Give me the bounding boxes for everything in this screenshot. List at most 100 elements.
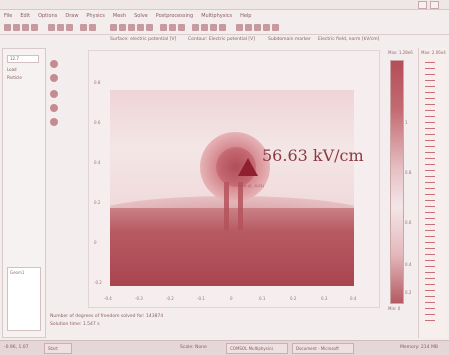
- colorbar2-max-label: Max: 2.06e4: [421, 50, 446, 55]
- point-mode-icon[interactable]: [119, 24, 126, 31]
- geometry-list-item[interactable]: Geom1: [10, 270, 25, 275]
- secondary-colorbar-panel: Max: 2.06e4: [418, 48, 447, 338]
- boundary-mode-icon[interactable]: [128, 24, 135, 31]
- undo-icon[interactable]: [80, 24, 87, 31]
- field-plot[interactable]: [110, 90, 354, 286]
- start-button[interactable]: Start: [44, 343, 72, 354]
- rectangle-icon[interactable]: [50, 118, 58, 126]
- title-bar: [0, 0, 449, 10]
- menu-mesh[interactable]: Mesh: [112, 13, 127, 19]
- zoom-out-icon[interactable]: [201, 24, 208, 31]
- restart-icon[interactable]: [169, 24, 176, 31]
- line-icon[interactable]: [50, 90, 58, 98]
- menu-draw[interactable]: Draw: [65, 13, 79, 19]
- plot-title-subdomain: Subdomain marker: [268, 37, 311, 42]
- plot-title-surface: Surface: electric potential [V]: [110, 37, 177, 42]
- select-icon[interactable]: [50, 60, 58, 68]
- colorbar2-tick: [425, 230, 435, 231]
- colorbar2-tick: [425, 104, 435, 105]
- colorbar2-tick: [425, 218, 435, 219]
- colorbar2-tick: [425, 260, 435, 261]
- colorbar2-tick: [425, 314, 435, 315]
- colorbar-tick: 0.4: [405, 262, 412, 267]
- dof-status: Number of degrees of freedom solved for:…: [50, 314, 164, 319]
- colorbar-tick: 1: [405, 120, 408, 125]
- start-label: Start: [48, 346, 58, 351]
- colorbar-tick: 0.8: [405, 170, 412, 175]
- menu-help[interactable]: Help: [240, 13, 252, 19]
- new-icon[interactable]: [4, 24, 11, 31]
- menu-solve[interactable]: Solve: [134, 13, 148, 19]
- colorbar2-tick: [425, 206, 435, 207]
- colorbar2-tick: [425, 74, 435, 75]
- y-tick: 0.2: [94, 200, 101, 205]
- field-line: [238, 182, 243, 230]
- colorbar-tick: 0.6: [405, 220, 412, 225]
- colorbar2-tick: [425, 320, 435, 321]
- colorbar2-tick: [425, 188, 435, 189]
- taskbar-item-comsol[interactable]: COMSOL Multiphysics: [226, 343, 288, 354]
- colorbar2-tick: [425, 170, 435, 171]
- colorbar2-tick: [425, 290, 435, 291]
- print-icon[interactable]: [31, 24, 38, 31]
- menu-physics[interactable]: Physics: [86, 13, 105, 19]
- menu-postprocessing[interactable]: Postprocessing: [155, 13, 194, 19]
- plot-title-bar: Surface: electric potential [V] Contour:…: [110, 36, 440, 46]
- scene-icon[interactable]: [254, 24, 261, 31]
- max-field-value: 56.63 kV/cm: [262, 146, 364, 165]
- size-field-value: 12.7: [10, 56, 19, 61]
- colorbar2-tick: [425, 110, 435, 111]
- minimize-icon[interactable]: [418, 1, 427, 9]
- menu-edit[interactable]: Edit: [20, 13, 31, 19]
- mesh-mode-icon[interactable]: [146, 24, 153, 31]
- open-icon[interactable]: [13, 24, 20, 31]
- copy-icon[interactable]: [57, 24, 64, 31]
- x-tick: -0.3: [135, 296, 143, 301]
- model-tree-panel: 12.7 Load Particle Geom1: [2, 48, 46, 338]
- paste-icon[interactable]: [66, 24, 73, 31]
- plot-title-field: Electric field, norm [kV/cm]: [318, 37, 380, 42]
- pan-icon[interactable]: [219, 24, 226, 31]
- colorbar2-tick: [425, 296, 435, 297]
- y-tick: 0.8: [94, 80, 101, 85]
- y-axis-ticks: 0.8 0.6 0.4 0.2 0 -0.2: [94, 80, 108, 290]
- redo-icon[interactable]: [89, 24, 96, 31]
- sphere-icon[interactable]: [50, 74, 58, 82]
- cut-icon[interactable]: [48, 24, 55, 31]
- zoom-extents-icon[interactable]: [210, 24, 217, 31]
- curve-icon[interactable]: [50, 104, 58, 112]
- colorbar: [390, 60, 404, 304]
- size-field[interactable]: 12.7: [7, 55, 39, 63]
- max-field-arrow-icon: [238, 158, 258, 176]
- colorbar2-tick: [425, 152, 435, 153]
- main-toolbar: [0, 22, 449, 35]
- zoom-in-icon[interactable]: [192, 24, 199, 31]
- memory-status: Memory: 214 MB: [400, 345, 438, 350]
- colorbar2-tick: [425, 116, 435, 117]
- close-icon[interactable]: [430, 1, 439, 9]
- colorbar2-tick: [425, 128, 435, 129]
- save-icon[interactable]: [22, 24, 29, 31]
- rotate-icon[interactable]: [236, 24, 243, 31]
- colorbar-min-label: Min: 0: [388, 306, 401, 311]
- plot-icon[interactable]: [178, 24, 185, 31]
- camera-icon[interactable]: [263, 24, 270, 31]
- draw-mode-icon[interactable]: [110, 24, 117, 31]
- colorbar2-tick: [425, 62, 435, 63]
- field-line: [224, 182, 229, 230]
- menu-multiphysics[interactable]: Multiphysics: [201, 13, 233, 19]
- menu-file[interactable]: File: [4, 13, 13, 19]
- taskbar-item-document[interactable]: Document - Microsoft: [292, 343, 354, 354]
- lighting-icon[interactable]: [245, 24, 252, 31]
- colorbar2-tick: [425, 158, 435, 159]
- menu-options[interactable]: Options: [38, 13, 58, 19]
- x-tick: -0.4: [104, 296, 112, 301]
- solver-log: Number of degrees of freedom solved for:…: [50, 312, 390, 336]
- solve-icon[interactable]: [160, 24, 167, 31]
- geometry-list[interactable]: Geom1: [7, 267, 41, 331]
- colorbar2-tick: [425, 164, 435, 165]
- subdomain-mode-icon[interactable]: [137, 24, 144, 31]
- y-tick: -0.2: [94, 280, 102, 285]
- colorbar2-tick: [425, 248, 435, 249]
- help-icon[interactable]: [272, 24, 279, 31]
